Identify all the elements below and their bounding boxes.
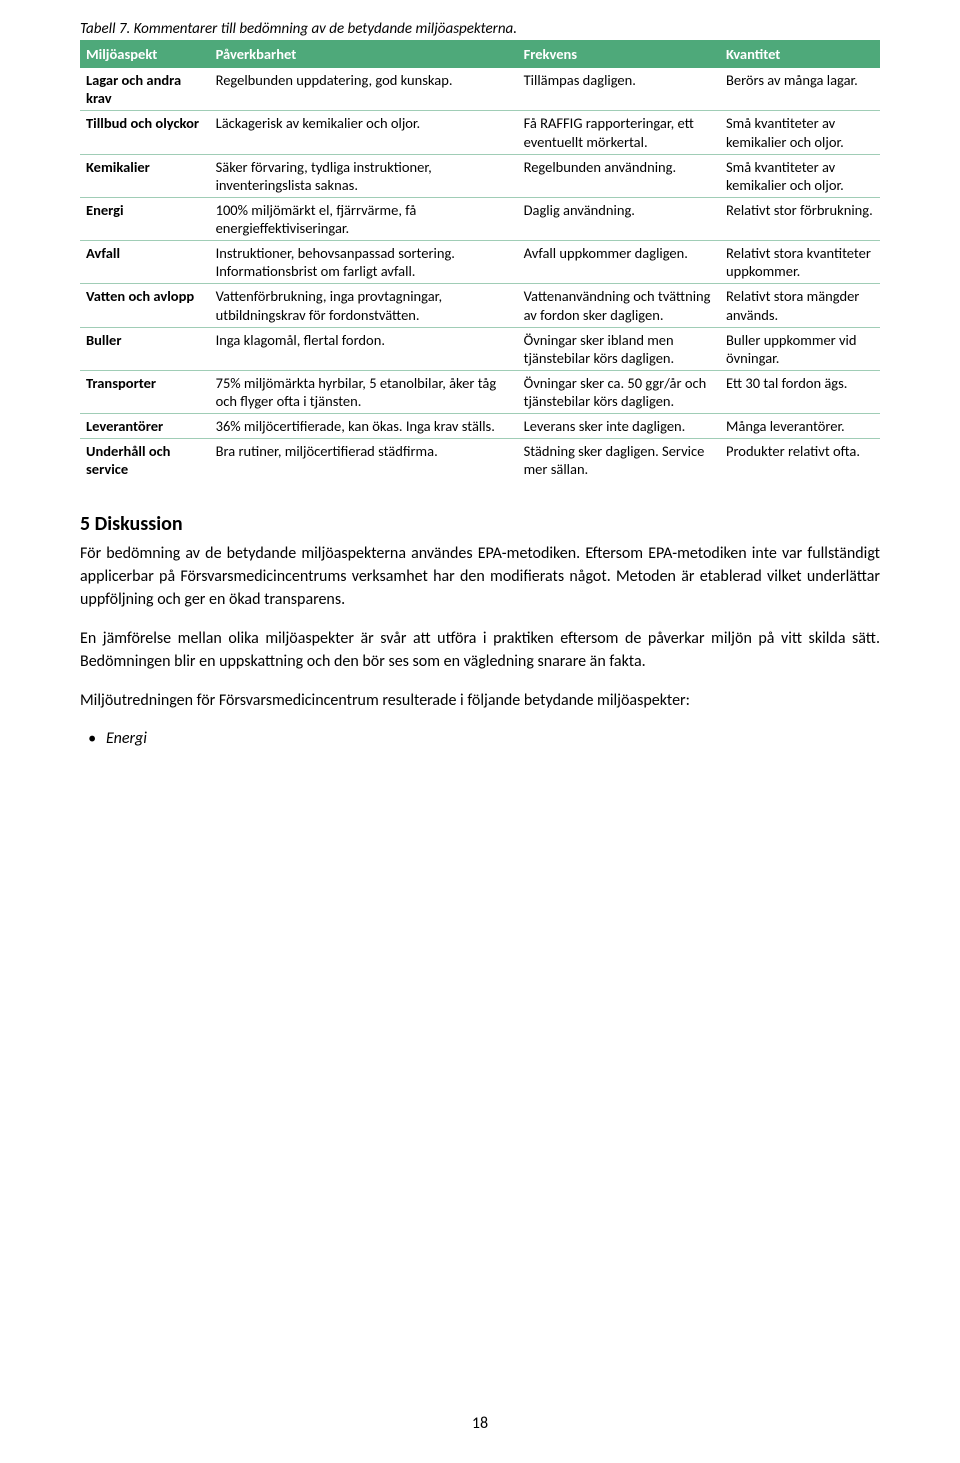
cell-aspekt: Transporter bbox=[80, 370, 210, 413]
table-row: KemikalierSäker förvaring, tydliga instr… bbox=[80, 154, 880, 197]
cell-frekvens: Regelbunden användning. bbox=[518, 154, 720, 197]
cell-frekvens: Övningar sker ca. 50 ggr/år och tjänsteb… bbox=[518, 370, 720, 413]
body-paragraph: En jämförelse mellan olika miljöaspekter… bbox=[80, 627, 880, 673]
table-row: Tillbud och olyckorLäckagerisk av kemika… bbox=[80, 111, 880, 154]
cell-kvantitet: Relativt stora mängder används. bbox=[720, 284, 880, 327]
cell-paverkbarhet: Vattenförbrukning, inga provtagningar, u… bbox=[210, 284, 518, 327]
cell-paverkbarhet: 75% miljömärkta hyrbilar, 5 etanolbilar,… bbox=[210, 370, 518, 413]
cell-paverkbarhet: Inga klagomål, flertal fordon. bbox=[210, 327, 518, 370]
cell-kvantitet: Produkter relativt ofta. bbox=[720, 439, 880, 482]
cell-aspekt: Buller bbox=[80, 327, 210, 370]
cell-kvantitet: Små kvantiteter av kemikalier och oljor. bbox=[720, 154, 880, 197]
bullet-list: Energi bbox=[80, 729, 880, 748]
cell-frekvens: Vattenanvändning och tvättning av fordon… bbox=[518, 284, 720, 327]
cell-frekvens: Städning sker dagligen. Service mer säll… bbox=[518, 439, 720, 482]
col-header-aspekt: Miljöaspekt bbox=[80, 41, 210, 67]
assessment-table: Miljöaspekt Påverkbarhet Frekvens Kvanti… bbox=[80, 40, 880, 482]
cell-aspekt: Underhåll och service bbox=[80, 439, 210, 482]
cell-frekvens: Avfall uppkommer dagligen. bbox=[518, 241, 720, 284]
cell-frekvens: Daglig användning. bbox=[518, 197, 720, 240]
cell-aspekt: Energi bbox=[80, 197, 210, 240]
col-header-frekvens: Frekvens bbox=[518, 41, 720, 67]
cell-kvantitet: Relativt stor förbrukning. bbox=[720, 197, 880, 240]
col-header-paverkbarhet: Påverkbarhet bbox=[210, 41, 518, 67]
cell-aspekt: Kemikalier bbox=[80, 154, 210, 197]
page-number: 18 bbox=[0, 1414, 960, 1433]
cell-paverkbarhet: 100% miljömärkt el, fjärrvärme, få energ… bbox=[210, 197, 518, 240]
cell-aspekt: Tillbud och olyckor bbox=[80, 111, 210, 154]
cell-kvantitet: Berörs av många lagar. bbox=[720, 67, 880, 111]
cell-aspekt: Vatten och avlopp bbox=[80, 284, 210, 327]
table-header-row: Miljöaspekt Påverkbarhet Frekvens Kvanti… bbox=[80, 41, 880, 67]
body-paragraph: Miljöutredningen för Försvarsmedicincent… bbox=[80, 689, 880, 712]
table-row: Energi100% miljömärkt el, fjärrvärme, få… bbox=[80, 197, 880, 240]
cell-paverkbarhet: Läckagerisk av kemikalier och oljor. bbox=[210, 111, 518, 154]
cell-kvantitet: Buller uppkommer vid övningar. bbox=[720, 327, 880, 370]
cell-aspekt: Avfall bbox=[80, 241, 210, 284]
cell-paverkbarhet: Regelbunden uppdatering, god kunskap. bbox=[210, 67, 518, 111]
cell-paverkbarhet: 36% miljöcertifierade, kan ökas. Inga kr… bbox=[210, 414, 518, 439]
cell-paverkbarhet: Säker förvaring, tydliga instruktioner, … bbox=[210, 154, 518, 197]
table-caption: Tabell 7. Kommentarer till bedömning av … bbox=[80, 20, 880, 38]
col-header-kvantitet: Kvantitet bbox=[720, 41, 880, 67]
cell-paverkbarhet: Bra rutiner, miljöcertifierad städfirma. bbox=[210, 439, 518, 482]
cell-aspekt: Leverantörer bbox=[80, 414, 210, 439]
table-row: Vatten och avloppVattenförbrukning, inga… bbox=[80, 284, 880, 327]
table-row: Underhåll och serviceBra rutiner, miljöc… bbox=[80, 439, 880, 482]
cell-frekvens: Få RAFFIG rapporteringar, ett eventuellt… bbox=[518, 111, 720, 154]
cell-kvantitet: Ett 30 tal fordon ägs. bbox=[720, 370, 880, 413]
bullet-item-energi: Energi bbox=[106, 729, 880, 748]
section-heading-diskussion: 5 Diskussion bbox=[80, 512, 880, 536]
table-row: Transporter75% miljömärkta hyrbilar, 5 e… bbox=[80, 370, 880, 413]
cell-paverkbarhet: Instruktioner, behovsanpassad sortering.… bbox=[210, 241, 518, 284]
cell-frekvens: Övningar sker ibland men tjänstebilar kö… bbox=[518, 327, 720, 370]
table-row: AvfallInstruktioner, behovsanpassad sort… bbox=[80, 241, 880, 284]
cell-aspekt: Lagar och andra krav bbox=[80, 67, 210, 111]
cell-frekvens: Tillämpas dagligen. bbox=[518, 67, 720, 111]
cell-frekvens: Leverans sker inte dagligen. bbox=[518, 414, 720, 439]
cell-kvantitet: Många leverantörer. bbox=[720, 414, 880, 439]
table-row: Leverantörer36% miljöcertifierade, kan ö… bbox=[80, 414, 880, 439]
table-row: BullerInga klagomål, flertal fordon.Övni… bbox=[80, 327, 880, 370]
table-row: Lagar och andra kravRegelbunden uppdater… bbox=[80, 67, 880, 111]
body-paragraph: För bedömning av de betydande miljöaspek… bbox=[80, 542, 880, 612]
cell-kvantitet: Relativt stora kvantiteter uppkommer. bbox=[720, 241, 880, 284]
cell-kvantitet: Små kvantiteter av kemikalier och oljor. bbox=[720, 111, 880, 154]
